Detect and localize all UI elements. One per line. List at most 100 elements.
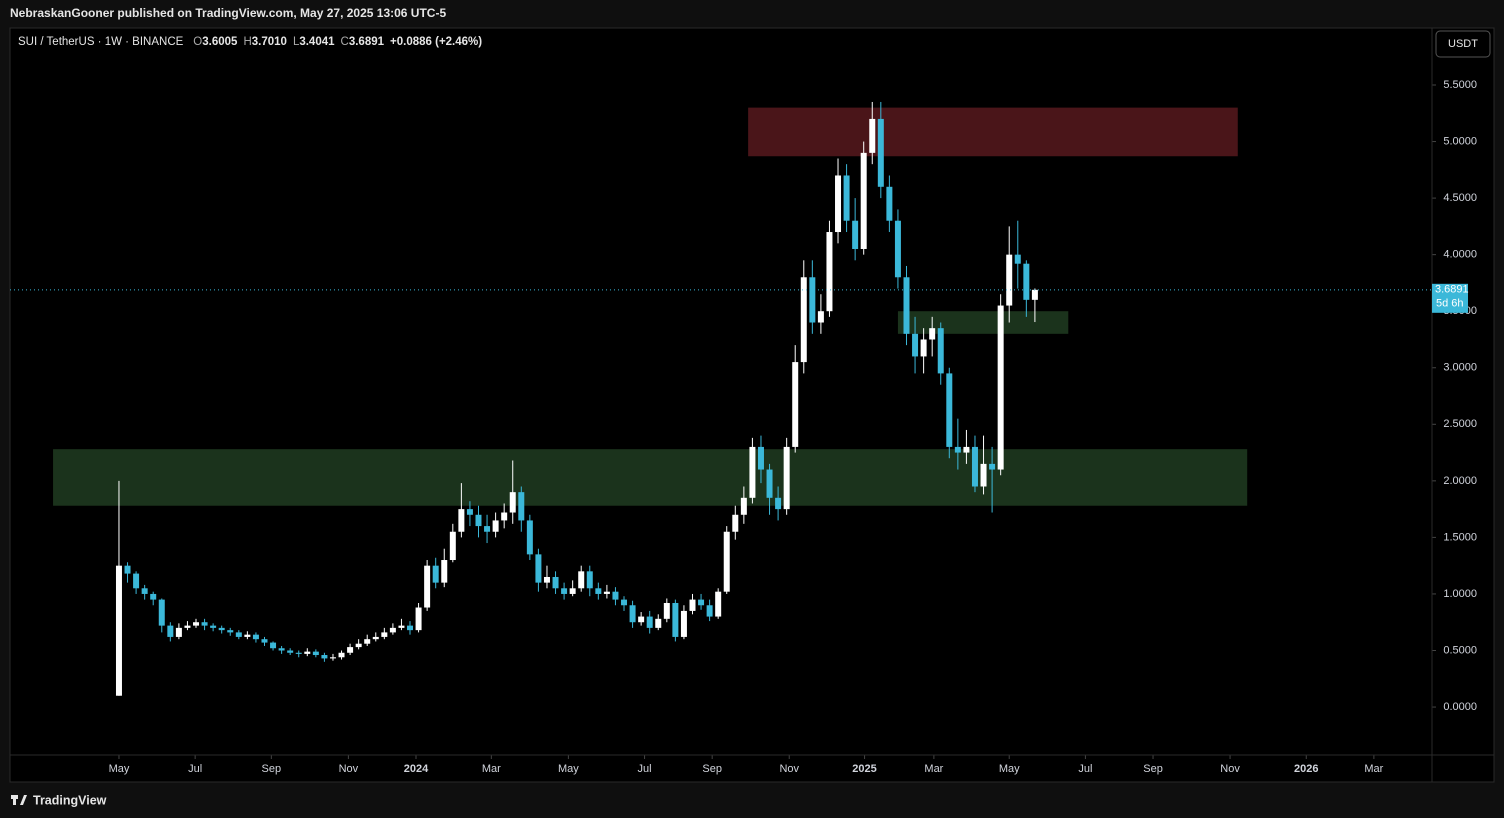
ohlc-key: O: [193, 36, 202, 48]
candle-body: [372, 636, 379, 640]
candle-body: [792, 362, 799, 447]
candle-body: [133, 573, 140, 589]
currency-label[interactable]: USDT: [1448, 38, 1478, 50]
symbol-legend: SUI / TetherUS · 1W · BINANCE O3.6005 H3.7…: [18, 36, 482, 48]
candle-body: [158, 599, 165, 626]
candle-body: [629, 605, 636, 623]
currency-button[interactable]: [1435, 30, 1491, 58]
x-tick-label: Sep: [1143, 763, 1163, 775]
candle-body: [894, 220, 901, 278]
x-tick-label: May: [558, 763, 579, 775]
candle-body: [424, 565, 431, 608]
y-tick-label: 0.5000: [1443, 644, 1477, 656]
candle-body: [329, 657, 336, 659]
candle-body: [749, 446, 756, 498]
candle-body: [569, 588, 576, 594]
candle-body: [1031, 289, 1038, 300]
y-tick-label: 2.0000: [1443, 475, 1477, 487]
x-tick-label: Sep: [262, 763, 282, 775]
candle-body: [415, 607, 422, 631]
candle-body: [509, 492, 516, 513]
candle-body: [809, 277, 816, 323]
candle-body: [937, 328, 944, 374]
brand-name: TradingView: [33, 793, 107, 807]
y-tick-label: 5.0000: [1443, 135, 1477, 147]
candle-body: [355, 643, 362, 648]
candle-body: [458, 509, 465, 532]
candle-body: [201, 622, 208, 626]
candle-body: [715, 591, 722, 617]
candle-body: [141, 588, 148, 594]
published-line: NebraskanGooner published on TradingView…: [10, 6, 446, 20]
change: +0.0886 (+2.46%): [390, 36, 482, 48]
candle-body: [312, 651, 319, 656]
candle-body: [518, 492, 525, 521]
ohlc-key: L: [293, 36, 300, 48]
candle-body: [398, 625, 405, 628]
candle-body: [1006, 254, 1013, 306]
candle-body: [218, 627, 225, 631]
axes: 0.0000 0.5000 1.0000 1.5000 2.0000 2.5000 3.00…: [109, 79, 1477, 775]
candle-body: [124, 565, 131, 574]
candle-body: [621, 599, 628, 606]
candle-body: [886, 186, 893, 221]
candle-body: [543, 576, 550, 583]
ohlc-key: H: [243, 36, 251, 48]
zone: [748, 107, 1238, 157]
candle-body: [663, 602, 670, 619]
candle-body: [287, 650, 294, 653]
candle-body: [595, 588, 602, 594]
candle-body: [963, 446, 970, 453]
y-tick-label: 5.5000: [1443, 79, 1477, 91]
candle-body: [389, 627, 396, 633]
candle-body: [740, 497, 747, 515]
candle-body: [929, 328, 936, 340]
candle-body: [852, 220, 859, 249]
x-tick-label: May: [109, 763, 130, 775]
candle-body: [270, 642, 277, 649]
candle-body: [364, 639, 371, 644]
candle-body: [338, 652, 345, 658]
candle-body: [278, 648, 285, 651]
x-tick-label: Jul: [638, 763, 652, 775]
candle-body: [150, 593, 157, 600]
candle-body: [304, 651, 311, 654]
candle-body: [184, 625, 191, 628]
candle-body: [826, 232, 833, 312]
candle-body: [920, 339, 927, 357]
x-tick-label: Mar: [482, 763, 501, 775]
candle-body: [757, 446, 764, 470]
ohlc-value: 3.6891: [349, 36, 385, 48]
candle-body: [997, 305, 1004, 470]
candle-body: [193, 622, 200, 626]
candle-body: [449, 531, 456, 561]
candle-body: [971, 446, 978, 487]
candle-body: [843, 175, 850, 221]
y-tick-label: 1.0000: [1443, 588, 1477, 600]
candle-body: [775, 497, 782, 510]
candle-body: [466, 509, 473, 515]
countdown-label: 5d 6h: [1436, 298, 1464, 310]
candle-body: [552, 576, 559, 589]
y-tick-label: 3.0000: [1443, 362, 1477, 374]
y-tick-label: 0.0000: [1443, 701, 1477, 713]
candle-body: [586, 571, 593, 589]
candle-body: [321, 655, 328, 659]
candle-body: [407, 625, 414, 631]
x-tick-label: Nov: [1220, 763, 1240, 775]
candle-body: [175, 627, 182, 637]
candle-body: [869, 118, 876, 153]
candle-body: [946, 373, 953, 447]
candle-body: [655, 618, 662, 628]
candle-body: [578, 571, 585, 589]
candle-body: [698, 599, 705, 606]
candle-body: [903, 277, 910, 334]
candle-body: [381, 632, 388, 637]
candle-body: [526, 520, 533, 555]
candle-body: [766, 469, 773, 498]
logo-part: [20, 795, 27, 805]
symbol-title: SUI / TetherUS · 1W · BINANCE: [18, 36, 184, 48]
candle-body: [235, 632, 242, 637]
candle-body: [680, 610, 687, 637]
candle-body: [877, 118, 884, 187]
